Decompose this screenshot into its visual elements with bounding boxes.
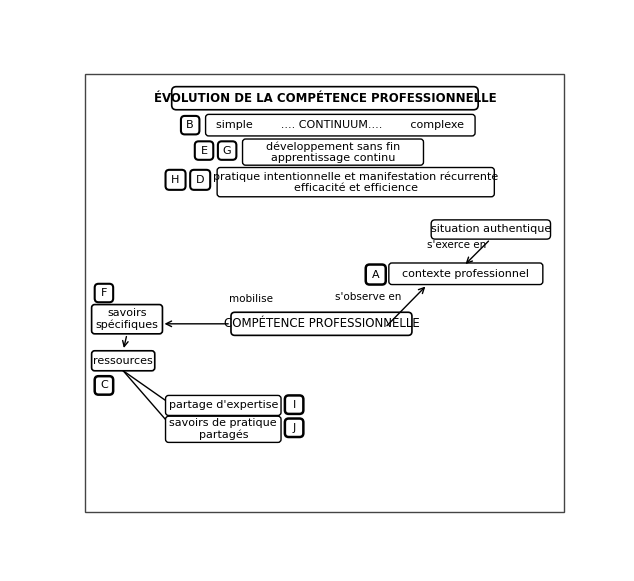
- FancyBboxPatch shape: [285, 396, 303, 414]
- Text: contexte professionnel: contexte professionnel: [403, 269, 529, 279]
- Text: savoirs
spécifiques: savoirs spécifiques: [96, 308, 158, 331]
- Text: s'exerce en: s'exerce en: [427, 241, 486, 250]
- Text: D: D: [196, 175, 204, 185]
- FancyBboxPatch shape: [285, 418, 303, 437]
- Text: simple        .... CONTINUUM....        complexe: simple .... CONTINUUM.... complexe: [216, 120, 464, 130]
- FancyBboxPatch shape: [86, 74, 564, 512]
- Text: F: F: [101, 288, 107, 298]
- FancyBboxPatch shape: [165, 170, 186, 190]
- FancyBboxPatch shape: [92, 351, 155, 371]
- FancyBboxPatch shape: [92, 304, 162, 334]
- Text: E: E: [200, 146, 207, 156]
- FancyBboxPatch shape: [243, 139, 424, 165]
- FancyBboxPatch shape: [165, 396, 281, 415]
- Text: mobilise: mobilise: [230, 294, 273, 304]
- Text: G: G: [223, 146, 231, 156]
- Text: H: H: [171, 175, 179, 185]
- Text: savoirs de pratique
partagés: savoirs de pratique partagés: [169, 418, 277, 440]
- FancyBboxPatch shape: [366, 264, 385, 285]
- Text: pratique intentionnelle et manifestation récurrente
efficacité et efficience: pratique intentionnelle et manifestation…: [213, 171, 498, 193]
- Text: ÉVOLUTION DE LA COMPÉTENCE PROFESSIONNELLE: ÉVOLUTION DE LA COMPÉTENCE PROFESSIONNEL…: [153, 92, 496, 105]
- FancyBboxPatch shape: [431, 220, 550, 239]
- Text: A: A: [372, 270, 380, 279]
- FancyBboxPatch shape: [181, 116, 200, 134]
- FancyBboxPatch shape: [389, 263, 543, 285]
- Text: COMPÉTENCE PROFESSIONNELLE: COMPÉTENCE PROFESSIONNELLE: [224, 317, 419, 331]
- FancyBboxPatch shape: [205, 114, 475, 136]
- FancyBboxPatch shape: [231, 312, 412, 335]
- FancyBboxPatch shape: [217, 167, 495, 197]
- Text: s'observe en: s'observe en: [335, 292, 401, 302]
- Text: B: B: [186, 120, 194, 130]
- FancyBboxPatch shape: [94, 376, 113, 394]
- Text: développement sans fin
apprentissage continu: développement sans fin apprentissage con…: [266, 141, 400, 163]
- FancyBboxPatch shape: [218, 141, 236, 160]
- Text: situation authentique: situation authentique: [430, 224, 551, 235]
- Text: I: I: [292, 400, 295, 410]
- FancyBboxPatch shape: [165, 416, 281, 442]
- FancyBboxPatch shape: [172, 87, 478, 110]
- Text: J: J: [292, 423, 295, 433]
- FancyBboxPatch shape: [195, 141, 213, 160]
- Text: ressources: ressources: [93, 356, 153, 366]
- FancyBboxPatch shape: [94, 284, 113, 302]
- Text: C: C: [100, 381, 108, 390]
- Text: partage d'expertise: partage d'expertise: [169, 400, 278, 410]
- FancyBboxPatch shape: [190, 170, 210, 190]
